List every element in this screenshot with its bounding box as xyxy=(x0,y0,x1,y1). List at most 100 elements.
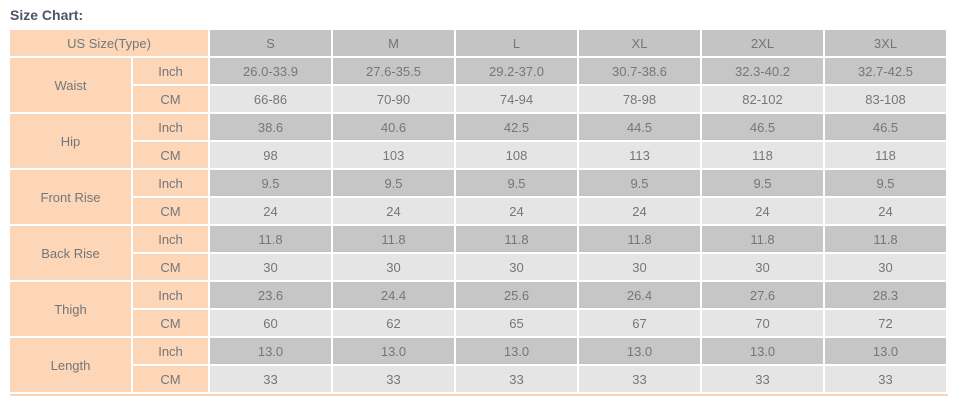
value-cell: 30.7-38.6 xyxy=(579,58,700,84)
value-cell: 13.0 xyxy=(702,338,823,364)
value-cell: 118 xyxy=(702,142,823,168)
measure-row-inch: Waist Inch 26.0-33.9 27.6-35.5 29.2-37.0 30.7… xyxy=(10,58,946,112)
value-cell: 24 xyxy=(210,198,331,224)
value-cell: 24 xyxy=(702,198,823,224)
value-cell: 33 xyxy=(825,366,946,392)
value-cell: 32.7-42.5 xyxy=(825,58,946,84)
value-cell: 13.0 xyxy=(579,338,700,364)
value-cell: 103 xyxy=(333,142,454,168)
value-cell: 113 xyxy=(579,142,700,168)
value-cell: 23.6 xyxy=(210,282,331,308)
measure-row-inch: Front Rise Inch 9.5 9.5 9.5 9.5 9.5 9.5 xyxy=(10,170,946,224)
value-cell: 70-90 xyxy=(333,86,454,112)
value-cell: 30 xyxy=(579,254,700,280)
measure-label-cell: Thigh xyxy=(10,282,131,336)
unit-label-cell: CM xyxy=(133,142,208,168)
measure-label-cell: Back Rise xyxy=(10,226,131,280)
value-cell: 29.2-37.0 xyxy=(456,58,577,84)
unit-label-cell: CM xyxy=(133,254,208,280)
measure-row-inch: Hip Inch 38.6 40.6 42.5 44.5 46.5 46.5 xyxy=(10,114,946,168)
value-cell: 33 xyxy=(210,366,331,392)
value-cell: 13.0 xyxy=(333,338,454,364)
value-cell: 44.5 xyxy=(579,114,700,140)
value-cell: 27.6-35.5 xyxy=(333,58,454,84)
value-cell: 30 xyxy=(825,254,946,280)
value-cell: 9.5 xyxy=(825,170,946,196)
value-cell: 33 xyxy=(579,366,700,392)
value-cell: 25.6 xyxy=(456,282,577,308)
unit-label-cell: Inch xyxy=(133,226,208,252)
value-cell: 24 xyxy=(333,198,454,224)
value-cell: 74-94 xyxy=(456,86,577,112)
unit-label-cell: CM xyxy=(133,198,208,224)
value-cell: 28.3 xyxy=(825,282,946,308)
value-cell: 11.8 xyxy=(210,226,331,252)
value-cell: 11.8 xyxy=(702,226,823,252)
value-cell: 26.0-33.9 xyxy=(210,58,331,84)
size-chart-body: Waist Inch 26.0-33.9 27.6-35.5 29.2-37.0 30.7… xyxy=(10,58,946,392)
value-cell: 11.8 xyxy=(825,226,946,252)
unit-label-cell: CM xyxy=(133,366,208,392)
size-column-header: 3XL xyxy=(825,30,946,56)
measure-row-inch: Length Inch 13.0 13.0 13.0 13.0 13.0 13.0 xyxy=(10,338,946,392)
unit-label-cell: CM xyxy=(133,310,208,336)
measure-row-cm: CM 33 33 33 33 33 33 xyxy=(10,366,946,392)
value-cell: 42.5 xyxy=(456,114,577,140)
size-column-header: XL xyxy=(579,30,700,56)
size-column-header: S xyxy=(210,30,331,56)
measure-row-cm: CM 60 62 65 67 70 72 xyxy=(10,310,946,336)
measure-row-inch: Thigh Inch 23.6 24.4 25.6 26.4 27.6 28.3 xyxy=(10,282,946,336)
value-cell: 9.5 xyxy=(702,170,823,196)
size-column-header: M xyxy=(333,30,454,56)
measure-label-cell: Hip xyxy=(10,114,131,168)
page-title: Size Chart: xyxy=(10,7,84,23)
value-cell: 26.4 xyxy=(579,282,700,308)
value-cell: 13.0 xyxy=(825,338,946,364)
value-cell: 46.5 xyxy=(702,114,823,140)
header-row: US Size(Type) S M L XL 2XL 3XL xyxy=(10,30,946,56)
value-cell: 108 xyxy=(456,142,577,168)
value-cell: 24 xyxy=(456,198,577,224)
unit-label-cell: Inch xyxy=(133,282,208,308)
value-cell: 67 xyxy=(579,310,700,336)
measure-row-cm: CM 66-86 70-90 74-94 78-98 82-102 83-108 xyxy=(10,86,946,112)
value-cell: 70 xyxy=(702,310,823,336)
value-cell: 33 xyxy=(456,366,577,392)
value-cell: 33 xyxy=(333,366,454,392)
value-cell: 78-98 xyxy=(579,86,700,112)
value-cell: 11.8 xyxy=(456,226,577,252)
size-column-header: L xyxy=(456,30,577,56)
value-cell: 98 xyxy=(210,142,331,168)
measure-label-cell: Front Rise xyxy=(10,170,131,224)
value-cell: 30 xyxy=(702,254,823,280)
value-cell: 30 xyxy=(456,254,577,280)
corner-header-cell: US Size(Type) xyxy=(10,30,208,56)
value-cell: 66-86 xyxy=(210,86,331,112)
value-cell: 13.0 xyxy=(456,338,577,364)
unit-label-cell: Inch xyxy=(133,338,208,364)
unit-label-cell: Inch xyxy=(133,170,208,196)
size-chart-table: US Size(Type) S M L XL 2XL 3XL Waist Inch… xyxy=(8,28,948,394)
value-cell: 9.5 xyxy=(579,170,700,196)
value-cell: 40.6 xyxy=(333,114,454,140)
measure-row-cm: CM 30 30 30 30 30 30 xyxy=(10,254,946,280)
size-column-header: 2XL xyxy=(702,30,823,56)
value-cell: 24 xyxy=(579,198,700,224)
table-bottom-rule xyxy=(10,394,948,396)
value-cell: 83-108 xyxy=(825,86,946,112)
value-cell: 82-102 xyxy=(702,86,823,112)
value-cell: 11.8 xyxy=(333,226,454,252)
value-cell: 60 xyxy=(210,310,331,336)
value-cell: 72 xyxy=(825,310,946,336)
unit-label-cell: Inch xyxy=(133,58,208,84)
measure-label-cell: Waist xyxy=(10,58,131,112)
value-cell: 9.5 xyxy=(333,170,454,196)
value-cell: 30 xyxy=(333,254,454,280)
value-cell: 32.3-40.2 xyxy=(702,58,823,84)
measure-row-inch: Back Rise Inch 11.8 11.8 11.8 11.8 11.8 11.8 xyxy=(10,226,946,280)
value-cell: 9.5 xyxy=(210,170,331,196)
value-cell: 30 xyxy=(210,254,331,280)
value-cell: 65 xyxy=(456,310,577,336)
value-cell: 9.5 xyxy=(456,170,577,196)
